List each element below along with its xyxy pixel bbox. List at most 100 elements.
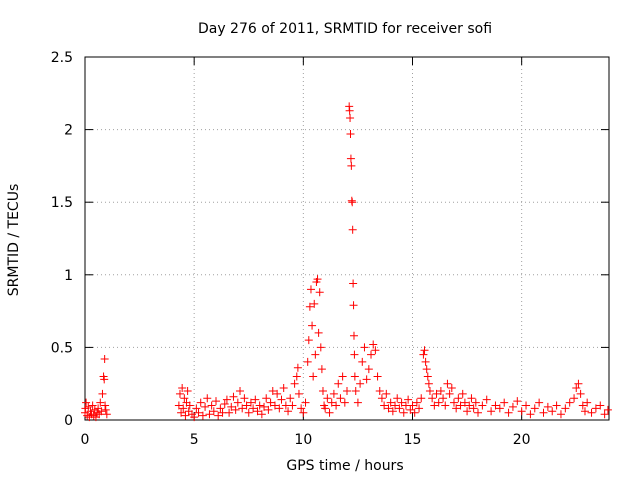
y-tick-label: 1	[64, 268, 73, 284]
data-point	[419, 350, 428, 359]
data-point	[336, 394, 345, 403]
y-tick-label: 0	[64, 413, 73, 429]
data-point	[100, 355, 109, 364]
data-point	[434, 398, 443, 407]
data-point	[386, 398, 395, 407]
data-point	[412, 398, 421, 407]
data-point	[452, 404, 461, 413]
data-point	[447, 384, 456, 393]
data-point	[395, 404, 404, 413]
data-point	[583, 398, 592, 407]
data-point	[253, 407, 262, 416]
data-point	[174, 401, 183, 410]
data-point	[315, 288, 324, 297]
data-point	[101, 405, 110, 414]
data-point	[251, 395, 260, 404]
data-point	[270, 401, 279, 410]
data-point	[264, 405, 273, 414]
data-point	[369, 340, 378, 349]
data-point	[194, 408, 203, 417]
y-tick-label: 2	[64, 123, 73, 139]
data-point	[458, 389, 467, 398]
data-point	[266, 398, 275, 407]
data-point	[465, 401, 474, 410]
y-tick-label: 1.5	[51, 195, 73, 211]
data-point	[101, 401, 110, 410]
gridlines	[85, 57, 609, 420]
data-point	[449, 398, 458, 407]
data-point	[349, 301, 358, 310]
data-point	[522, 401, 531, 410]
data-point	[183, 386, 192, 395]
data-point	[293, 363, 302, 372]
data-point	[421, 357, 430, 366]
data-point	[288, 401, 297, 410]
data-point	[179, 404, 188, 413]
x-tick-label: 10	[294, 432, 312, 448]
data-point	[96, 398, 105, 407]
data-point	[311, 350, 320, 359]
data-point	[222, 395, 231, 404]
data-point	[349, 279, 358, 288]
data-point	[556, 410, 565, 419]
data-point	[81, 404, 90, 413]
x-axis: 0 5 10 15 20	[81, 57, 531, 448]
data-point	[364, 365, 373, 374]
data-point	[246, 398, 255, 407]
data-point	[382, 389, 391, 398]
data-point	[100, 375, 109, 384]
chart-title: Day 276 of 2011, SRMTID for receiver sof…	[198, 21, 492, 37]
data-point	[420, 346, 429, 355]
data-point	[284, 407, 293, 416]
data-point	[294, 389, 303, 398]
data-point	[380, 401, 389, 410]
data-point	[591, 404, 600, 413]
data-point	[491, 401, 500, 410]
data-point	[384, 404, 393, 413]
data-point	[508, 402, 517, 411]
data-point	[304, 336, 313, 345]
data-point	[338, 372, 347, 381]
data-point	[408, 401, 417, 410]
data-point	[399, 408, 408, 417]
plot-border	[84, 56, 610, 421]
data-point	[373, 372, 382, 381]
data-point	[340, 398, 349, 407]
data-point	[220, 400, 229, 409]
data-point	[303, 357, 312, 366]
data-point	[454, 394, 463, 403]
data-point	[249, 404, 258, 413]
data-point	[314, 328, 323, 337]
data-point	[500, 398, 509, 407]
data-point	[391, 401, 400, 410]
data-point	[233, 398, 242, 407]
data-point	[456, 401, 465, 410]
data-point	[565, 398, 574, 407]
x-axis-label: GPS time / hours	[286, 458, 403, 474]
data-point	[196, 398, 205, 407]
data-point	[526, 410, 535, 419]
data-point	[299, 408, 308, 417]
data-point	[495, 404, 504, 413]
data-point	[310, 299, 319, 308]
data-point	[576, 389, 585, 398]
data-point	[478, 401, 487, 410]
data-point	[275, 404, 284, 413]
data-point	[552, 401, 561, 410]
data-point	[443, 379, 452, 388]
data-point	[351, 386, 360, 395]
data-point	[260, 402, 269, 411]
data-point	[301, 398, 310, 407]
data-point	[190, 413, 199, 422]
data-point	[327, 398, 336, 407]
data-point	[203, 394, 212, 403]
data-point	[430, 401, 439, 410]
data-point	[255, 401, 264, 410]
data-point	[353, 398, 362, 407]
data-point	[305, 302, 314, 311]
data-point	[358, 357, 367, 366]
data-point	[432, 389, 441, 398]
data-point	[313, 275, 322, 284]
y-tick-label: 0.5	[51, 340, 73, 356]
data-point	[277, 395, 286, 404]
